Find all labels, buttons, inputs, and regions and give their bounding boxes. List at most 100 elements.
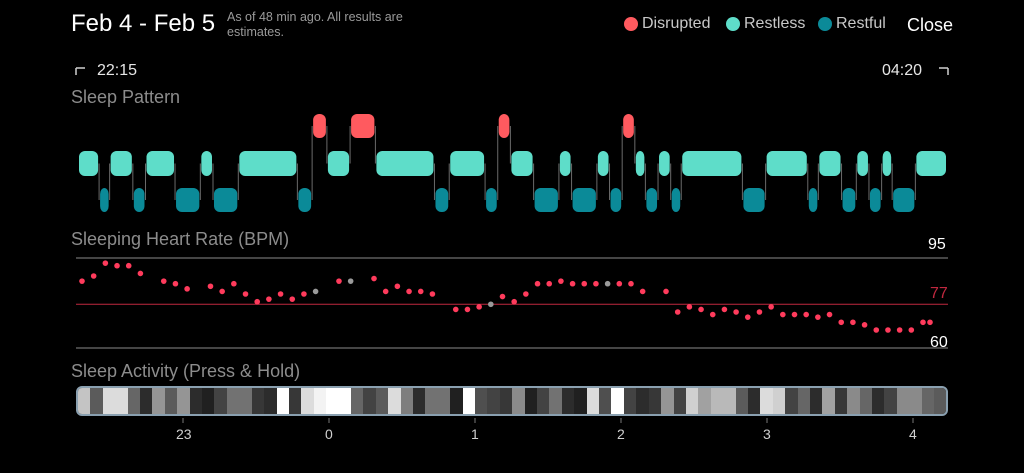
hr-point bbox=[639, 288, 646, 295]
pattern-segment-restful bbox=[842, 188, 856, 212]
activity-slice bbox=[487, 388, 500, 414]
hr-point bbox=[289, 296, 296, 302]
activity-slice bbox=[896, 388, 910, 414]
activity-slice bbox=[177, 388, 190, 414]
close-button[interactable]: Close bbox=[907, 15, 954, 35]
activity-slice bbox=[338, 388, 351, 414]
range-start-bracket-icon bbox=[75, 67, 85, 75]
sleep-pattern-label: Sleep Pattern bbox=[71, 87, 181, 107]
activity-slice bbox=[872, 388, 885, 414]
activity-slice bbox=[301, 388, 314, 414]
activity-slice bbox=[685, 388, 699, 414]
hr-point bbox=[102, 260, 109, 266]
hr-point bbox=[674, 309, 681, 315]
activity-slice bbox=[127, 388, 141, 414]
activity-slice bbox=[574, 388, 587, 414]
hr-point bbox=[125, 262, 132, 269]
hr-point bbox=[534, 280, 541, 287]
pattern-segment-restful bbox=[100, 188, 109, 212]
hr-point bbox=[254, 298, 261, 305]
activity-slice bbox=[636, 388, 649, 414]
pattern-segment-restless bbox=[79, 151, 99, 176]
pattern-segment-restful bbox=[133, 188, 145, 212]
hr-point bbox=[336, 278, 342, 284]
hr-point bbox=[207, 283, 214, 290]
x-tick-23: 23 bbox=[176, 426, 192, 442]
hr-point bbox=[604, 280, 611, 287]
hr-point bbox=[927, 319, 933, 326]
activity-slice bbox=[698, 388, 711, 414]
activity-slice bbox=[747, 388, 761, 414]
activity-slice bbox=[78, 388, 91, 414]
activity-slice bbox=[834, 388, 848, 414]
activity-slice bbox=[264, 388, 277, 414]
activity-slice bbox=[251, 388, 265, 414]
pattern-segment-restful bbox=[893, 188, 915, 212]
activity-slice bbox=[152, 388, 165, 414]
hr-point bbox=[733, 309, 739, 315]
pattern-segment-restless bbox=[146, 151, 175, 176]
hr-ref-label-77: 77 bbox=[930, 285, 948, 302]
hr-point bbox=[114, 262, 120, 269]
activity-slice bbox=[412, 388, 426, 414]
activity-slice bbox=[102, 388, 116, 414]
activity-slice bbox=[164, 388, 178, 414]
activity-slice bbox=[884, 388, 897, 414]
pattern-segment-disrupted bbox=[313, 114, 326, 138]
legend-restful-swatch bbox=[818, 17, 832, 31]
hr-point bbox=[558, 278, 564, 284]
pattern-segment-restless bbox=[201, 151, 212, 176]
legend-disrupted: Disrupted bbox=[624, 15, 710, 33]
activity-slice bbox=[921, 388, 935, 414]
activity-slice bbox=[648, 388, 662, 414]
hr-point bbox=[861, 322, 868, 328]
hr-point bbox=[277, 291, 284, 297]
x-tick-3: 3 bbox=[763, 426, 771, 442]
pattern-segment-restless bbox=[857, 151, 868, 176]
pattern-segment-restful bbox=[176, 188, 200, 212]
pattern-segment-disrupted bbox=[498, 114, 510, 138]
hr-point bbox=[219, 288, 225, 295]
activity-slice bbox=[276, 388, 289, 414]
hr-point bbox=[511, 298, 517, 305]
activity-slice bbox=[611, 388, 624, 414]
pattern-segment-restless bbox=[766, 151, 807, 176]
pattern-segment-restful bbox=[534, 188, 558, 212]
activity-slice bbox=[735, 388, 748, 414]
legend-disrupted-label: Disrupted bbox=[642, 15, 711, 32]
hr-point bbox=[885, 327, 891, 333]
hr-point bbox=[394, 283, 401, 290]
hr-point bbox=[464, 306, 471, 313]
activity-slice bbox=[760, 388, 773, 414]
hr-point bbox=[266, 296, 272, 302]
legend-restful: Restful bbox=[818, 15, 886, 33]
x-tick-0: 0 bbox=[325, 426, 333, 442]
page-title: Feb 4 - Feb 5 bbox=[71, 10, 216, 37]
sleep-activity-bar[interactable] bbox=[76, 386, 948, 416]
hr-point bbox=[499, 293, 506, 300]
activity-slice bbox=[375, 388, 389, 414]
activity-slice bbox=[214, 388, 227, 414]
hr-point bbox=[709, 311, 716, 318]
hr-point bbox=[616, 280, 623, 287]
pattern-segment-restless bbox=[635, 151, 645, 176]
activity-slice bbox=[388, 388, 401, 414]
activity-slice bbox=[772, 388, 786, 414]
x-tick-1: 1 bbox=[471, 426, 479, 442]
activity-slice bbox=[909, 388, 922, 414]
legend-restless: Restless bbox=[726, 15, 805, 33]
pattern-segment-restless bbox=[597, 151, 609, 176]
hr-point bbox=[231, 280, 237, 287]
activity-slice bbox=[586, 388, 600, 414]
hr-point bbox=[452, 306, 459, 313]
hr-point bbox=[593, 280, 599, 287]
activity-slice bbox=[140, 388, 153, 414]
hr-point bbox=[768, 304, 774, 310]
activity-slice bbox=[462, 388, 475, 414]
activity-slice bbox=[549, 388, 562, 414]
activity-slice bbox=[475, 388, 488, 414]
activity-slice bbox=[512, 388, 525, 414]
activity-slice bbox=[797, 388, 810, 414]
hr-point bbox=[488, 301, 494, 308]
